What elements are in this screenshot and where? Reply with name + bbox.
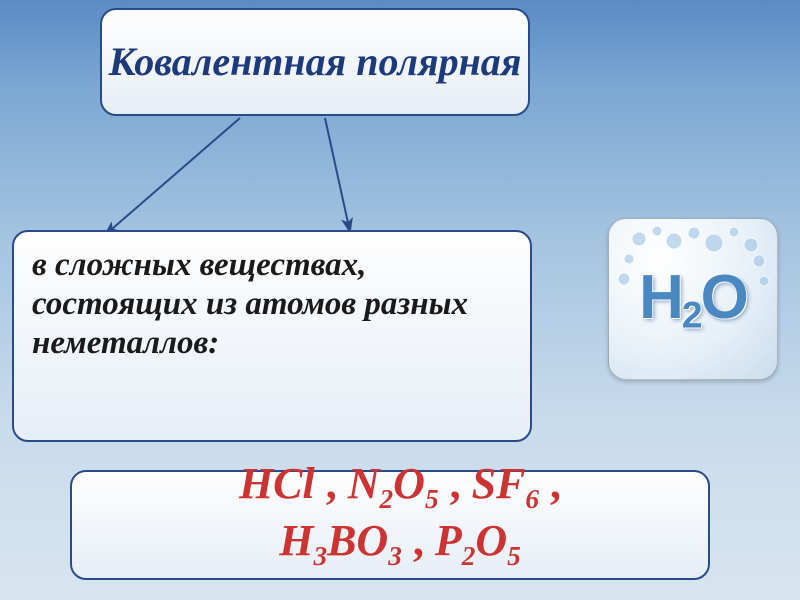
bubble bbox=[652, 226, 662, 236]
bubble bbox=[744, 238, 758, 252]
bubble bbox=[688, 227, 700, 239]
bubble bbox=[759, 276, 769, 286]
title-box: Ковалентная полярная bbox=[100, 8, 530, 116]
separator: , bbox=[402, 516, 435, 565]
separator: , bbox=[539, 459, 561, 508]
bubble bbox=[666, 233, 682, 249]
bubble bbox=[753, 255, 765, 267]
subscript: 5 bbox=[507, 541, 521, 571]
formula-line: H3BO3 , P2O5 bbox=[120, 512, 680, 569]
title-text: Ковалентная полярная bbox=[109, 40, 522, 84]
separator: , bbox=[315, 459, 348, 508]
middle-text: в сложных веществах, состоящих из атомов… bbox=[32, 246, 512, 363]
bubble bbox=[624, 254, 634, 264]
separator: , bbox=[439, 459, 472, 508]
h2o-2: 2 bbox=[682, 293, 701, 335]
middle-box: в сложных веществах, состоящих из атомов… bbox=[12, 230, 532, 442]
bubble bbox=[632, 232, 646, 246]
subscript: 5 bbox=[425, 484, 439, 514]
formula: P2O5 bbox=[435, 516, 521, 565]
h2o-h: H bbox=[639, 263, 682, 332]
formula: N2O5 bbox=[348, 459, 439, 508]
h2o-image: H2O bbox=[608, 218, 778, 380]
subscript: 2 bbox=[462, 541, 476, 571]
formula: SF6 bbox=[472, 459, 539, 508]
formula-line: HCl , N2O5 , SF6 , bbox=[120, 455, 680, 512]
bubble bbox=[618, 273, 630, 285]
arrow-1 bbox=[105, 118, 240, 235]
h2o-text: H2O bbox=[639, 262, 747, 336]
subscript: 3 bbox=[388, 541, 402, 571]
formula: HCl bbox=[239, 459, 315, 508]
h2o-o: O bbox=[701, 263, 747, 332]
formula: H3BO3 bbox=[279, 516, 402, 565]
subscript: 3 bbox=[313, 541, 327, 571]
bubble bbox=[705, 234, 723, 252]
bubble bbox=[729, 227, 739, 237]
subscript: 2 bbox=[380, 484, 394, 514]
arrow-2 bbox=[325, 118, 350, 232]
formulas-text: HCl , N2O5 , SF6 ,H3BO3 , P2O5 bbox=[120, 455, 680, 569]
subscript: 6 bbox=[525, 484, 539, 514]
